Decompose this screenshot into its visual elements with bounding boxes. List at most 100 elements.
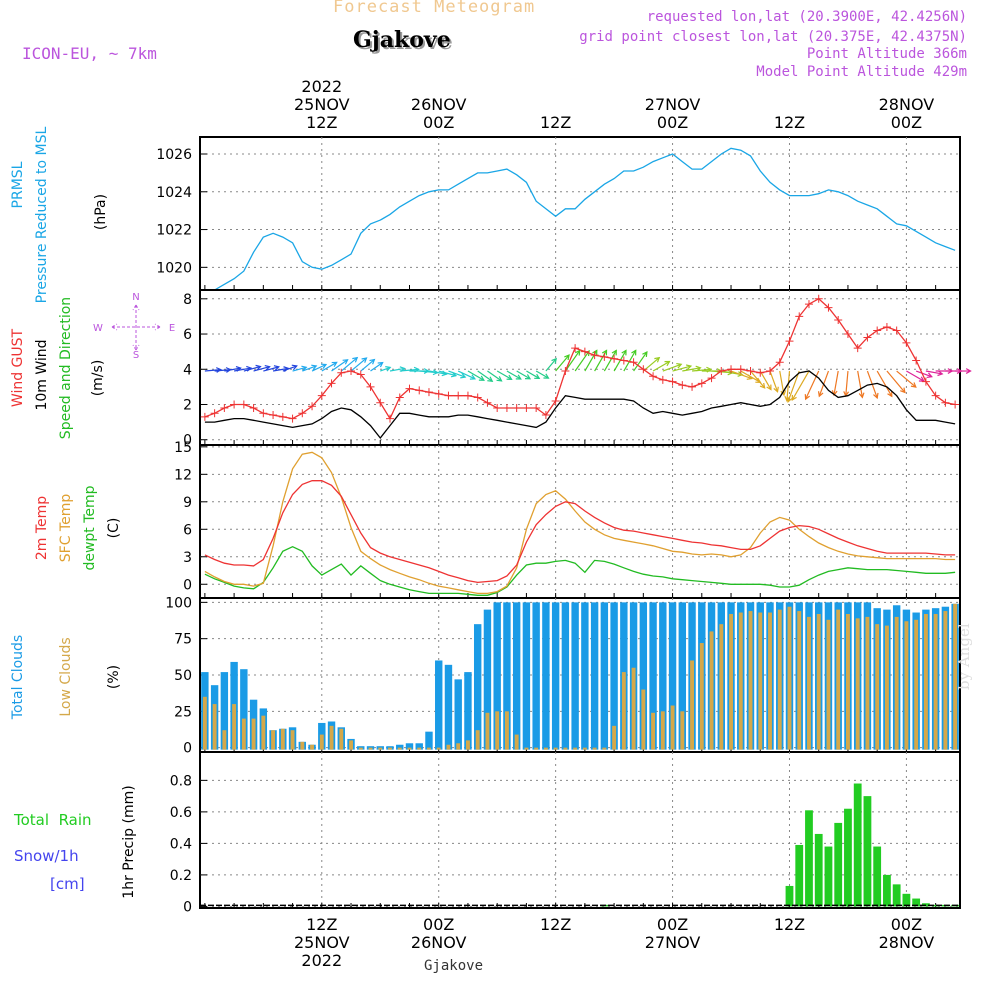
- low-cloud-bar: [651, 712, 656, 750]
- wind-arrow: [331, 359, 348, 372]
- low-cloud-bar: [310, 744, 314, 750]
- low-cloud-bar: [475, 730, 480, 750]
- total-cloud-bar: [454, 679, 462, 750]
- total-cloud-bar: [425, 731, 433, 750]
- rain-bar: [844, 808, 852, 907]
- wind-arrowhead: [642, 350, 648, 358]
- gust-marker: [239, 400, 248, 409]
- time-label-top: 00Z: [657, 113, 688, 132]
- y-tick-label: 1022: [156, 223, 192, 239]
- wind-arrow: [535, 370, 549, 379]
- gust-marker: [376, 398, 385, 407]
- wind-arrow: [633, 351, 648, 372]
- rain-bar: [824, 846, 833, 907]
- low-cloud-bar: [582, 747, 587, 750]
- total-cloud-bar: [668, 602, 677, 750]
- wind-arrow: [233, 367, 252, 372]
- total-cloud-bar: [512, 602, 521, 750]
- gust-marker: [386, 414, 394, 423]
- gust-marker: [210, 409, 219, 418]
- wind-arrowhead: [534, 373, 541, 380]
- wind-arrowhead: [926, 372, 933, 379]
- low-cloud-bar: [495, 711, 500, 750]
- gust-marker: [590, 351, 599, 360]
- time-label-bottom: 2022: [301, 951, 342, 970]
- wind-arrowhead: [255, 364, 262, 371]
- wind-arrowhead: [469, 374, 477, 380]
- rain-bar: [902, 893, 911, 907]
- low-cloud-bar: [339, 728, 344, 750]
- wind-arrow: [564, 350, 581, 372]
- wind-arrowhead: [543, 373, 550, 379]
- low-cloud-bar: [680, 711, 685, 750]
- rain-bar: [892, 884, 901, 907]
- wind-arrowhead: [685, 364, 693, 370]
- gust-marker: [717, 367, 726, 376]
- low-cloud-bar: [485, 712, 490, 750]
- low-cloud-bar: [807, 616, 811, 750]
- wind-arrow: [603, 350, 617, 372]
- rain-bar: [853, 783, 862, 907]
- wind-arrow: [487, 370, 502, 382]
- compass-w: W: [93, 323, 103, 334]
- total-cloud-bar: [473, 624, 482, 750]
- wind-arrowhead: [487, 376, 494, 382]
- low-cloud-bar: [397, 747, 402, 750]
- low-cloud-bar: [524, 747, 529, 750]
- low-cloud-bar: [797, 611, 802, 750]
- gust-marker: [580, 347, 589, 356]
- panel-precip: 0 0.2 0.4 0.6 0.8: [170, 751, 961, 915]
- low-cloud-bar: [202, 696, 207, 750]
- gust-marker: [727, 365, 736, 374]
- wind-arrow: [791, 370, 810, 401]
- gust-marker: [444, 391, 453, 400]
- wind-arrowhead: [791, 394, 797, 402]
- wind-arrow: [272, 367, 289, 372]
- total-cloud-bar: [503, 602, 511, 750]
- low-cloud-bar: [631, 667, 636, 750]
- low-cloud-bar: [719, 624, 724, 750]
- gust-marker: [415, 386, 424, 395]
- wind-arrow: [545, 358, 557, 372]
- gust-marker: [688, 382, 697, 391]
- wind-arrowhead: [496, 376, 503, 382]
- gust-marker: [424, 388, 433, 397]
- wind-arrow: [750, 370, 766, 389]
- wind-arrowhead: [786, 396, 793, 404]
- wind-arrow: [740, 370, 761, 383]
- gust-marker: [308, 402, 317, 411]
- time-label-bottom: 12Z: [540, 915, 571, 934]
- wind-arrow: [360, 359, 375, 372]
- gust-marker: [347, 367, 356, 376]
- wind-arrow: [516, 370, 531, 380]
- requested-coords: requested lon,lat (20.3900E, 42.4256N): [646, 9, 967, 25]
- y-tick-label: 0.6: [170, 805, 192, 821]
- low-cloud-bar: [670, 705, 675, 750]
- wind-arrow: [915, 370, 932, 378]
- low-cloud-bar: [417, 747, 422, 750]
- gust-marker: [795, 312, 804, 321]
- wind-arrow: [925, 370, 943, 375]
- snow-label: Snow/1h: [14, 847, 79, 865]
- gust-marker: [259, 409, 268, 418]
- gust-marker: [756, 368, 765, 377]
- y-tick-label: 3: [183, 550, 192, 566]
- wind-arrow: [496, 370, 512, 380]
- wind-arrow: [224, 367, 241, 372]
- wind-gust-line: [204, 298, 956, 420]
- wind-arrow: [886, 370, 906, 393]
- wind-arrowhead: [621, 349, 627, 356]
- wind-arrowhead: [215, 367, 223, 373]
- rain-bar: [814, 833, 823, 907]
- low-cloud-bar: [943, 611, 948, 750]
- gust-marker: [366, 382, 375, 391]
- low-cloud-bar: [212, 704, 217, 750]
- rain-bar: [912, 898, 921, 907]
- low-cloud-bar: [573, 747, 578, 750]
- total-cloud-bar: [240, 669, 248, 750]
- low-cloud-bar: [816, 613, 821, 750]
- gust-marker: [707, 374, 716, 383]
- wind-arrowhead: [654, 356, 661, 363]
- wind-arrow: [457, 370, 476, 380]
- low-cloud-bar: [358, 747, 363, 750]
